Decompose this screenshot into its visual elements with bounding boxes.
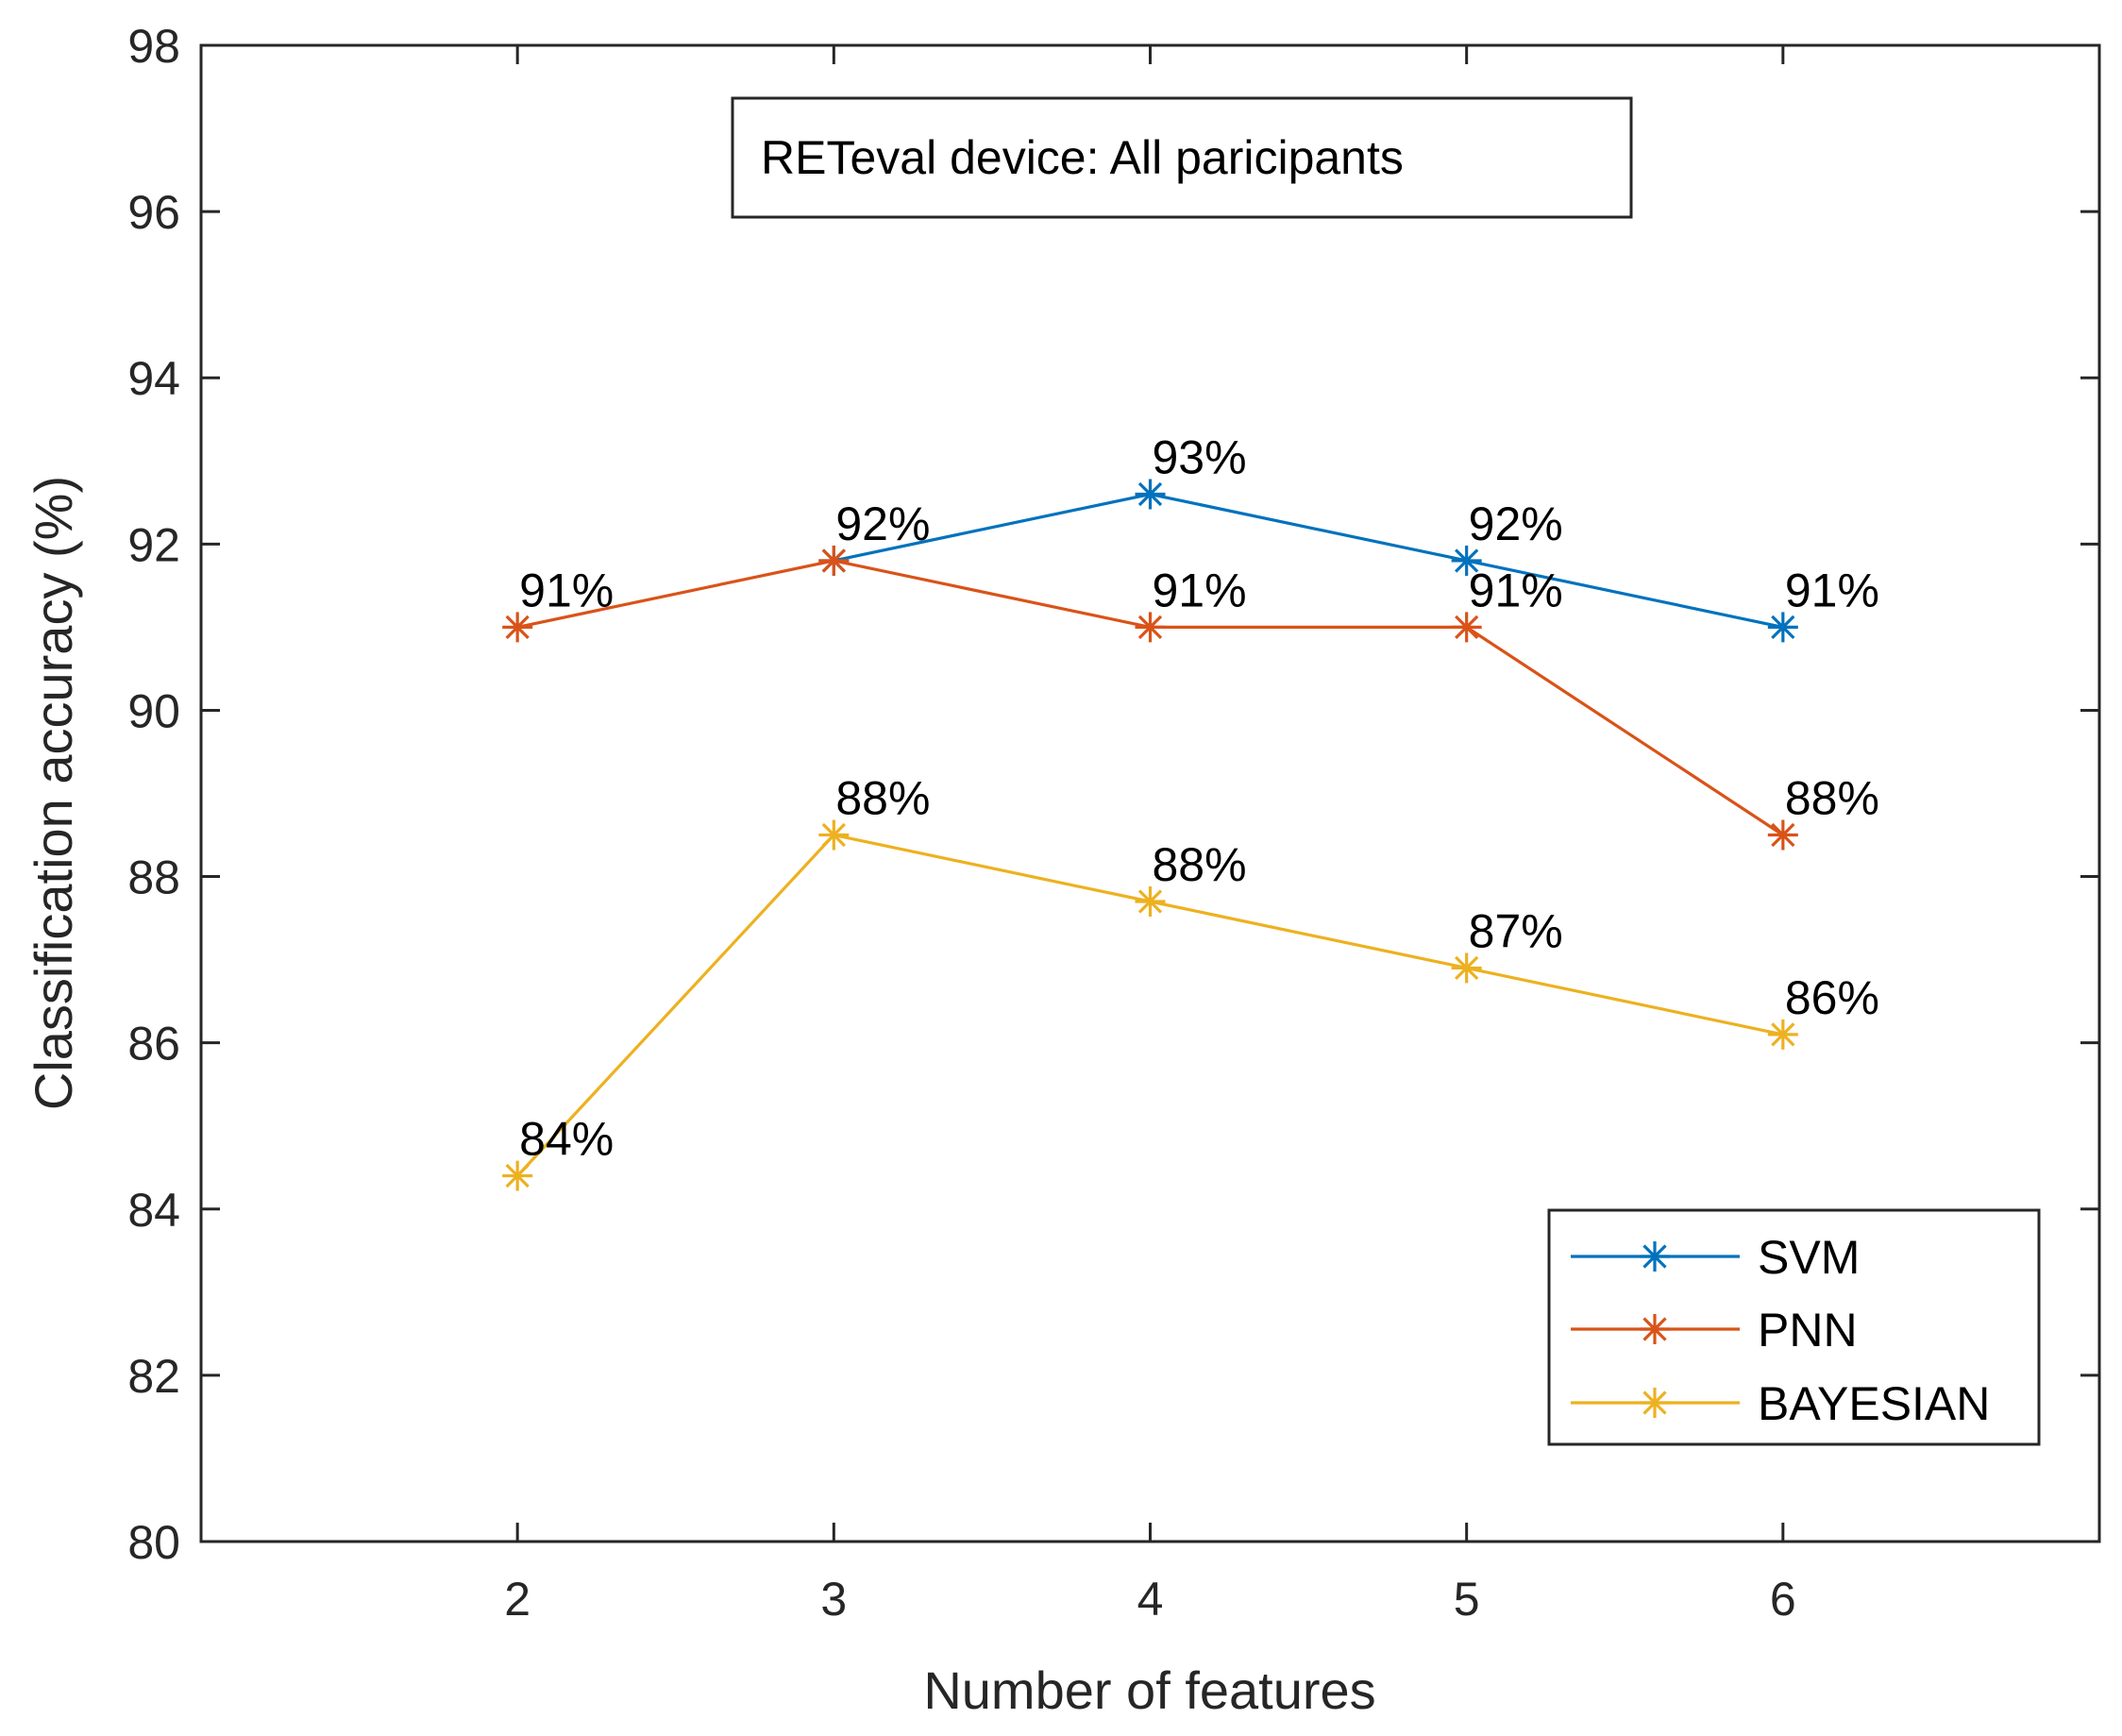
data-label-bayesian: 88% — [835, 772, 930, 825]
legend-marker-pnn — [1640, 1314, 1670, 1344]
data-point-pnn — [502, 612, 533, 643]
series-svm: 93% 92% 91% — [818, 431, 1879, 643]
data-label-pnn: 91% — [1469, 564, 1563, 616]
legend-label-pnn: PNN — [1758, 1304, 1858, 1357]
data-label-bayesian: 87% — [1469, 904, 1563, 957]
legend-entries: SVM PNN BAYESIAN — [1571, 1231, 1990, 1430]
data-point-bayesian — [1767, 1019, 1798, 1050]
series-line-pnn — [516, 559, 1784, 836]
x-tick-label: 4 — [1137, 1573, 1164, 1626]
chart-title-frame — [731, 96, 1633, 219]
y-tick-label: 88 — [127, 851, 180, 904]
data-point-svm — [1135, 479, 1166, 510]
x-tick-label: 3 — [820, 1573, 847, 1626]
y-tick-label: 86 — [127, 1018, 180, 1070]
series-bayesian: 84% 88% 88% 87% 86% — [502, 772, 1879, 1191]
data-point-bayesian — [1451, 952, 1482, 984]
data-label-bayesian: 86% — [1785, 971, 1879, 1024]
data-label-pnn: 91% — [1153, 564, 1247, 616]
y-tick-label: 90 — [127, 684, 180, 737]
data-point-pnn — [1767, 819, 1798, 851]
data-label-pnn: 92% — [835, 497, 930, 550]
data-point-pnn — [1451, 612, 1482, 643]
legend-label-bayesian: BAYESIAN — [1758, 1377, 1990, 1430]
data-label-svm: 92% — [1469, 497, 1563, 550]
y-tick-label: 96 — [127, 186, 180, 239]
legend-marker-bayesian — [1640, 1388, 1670, 1418]
x-tick-label: 6 — [1770, 1573, 1796, 1626]
y-tick-label: 98 — [127, 20, 180, 73]
data-label-svm: 93% — [1153, 431, 1247, 484]
chart-title-box: RETeval device: All paricipants — [731, 96, 1633, 219]
data-label-bayesian: 88% — [1153, 838, 1247, 891]
plot-area-frame — [199, 43, 2101, 1543]
data-point-pnn — [1135, 612, 1166, 643]
legend: SVM PNN BAYESIAN — [1547, 1208, 2041, 1446]
legend-item-bayesian: BAYESIAN — [1571, 1377, 1990, 1430]
y-tick-labels: 80 82 84 86 88 90 92 94 96 98 — [127, 20, 180, 1569]
data-point-pnn — [818, 545, 850, 576]
series-line-svm — [833, 492, 1784, 629]
data-label-bayesian: 84% — [519, 1113, 614, 1166]
data-label-svm: 91% — [1785, 564, 1879, 616]
x-tick-label: 5 — [1454, 1573, 1480, 1626]
y-tick-label: 80 — [127, 1516, 180, 1569]
legend-marker-svm — [1640, 1241, 1670, 1272]
series-line-bayesian — [516, 833, 1784, 1177]
legend-item-pnn: PNN — [1571, 1304, 1858, 1357]
x-axis-label: Number of features — [923, 1660, 1375, 1720]
y-tick-label: 94 — [127, 352, 180, 405]
axis-ticks — [201, 43, 2099, 1543]
data-point-bayesian — [502, 1160, 533, 1191]
y-axis-label: Classification accuracy (%) — [24, 476, 83, 1110]
data-label-pnn: 91% — [519, 564, 614, 616]
data-point-svm — [1767, 612, 1798, 643]
y-tick-label: 82 — [127, 1350, 180, 1403]
series-layer: 93% 92% 91% 91% 92% 91% 91% 88% 84% 88% 88% 87% 86% — [502, 431, 1879, 1191]
data-point-bayesian — [1135, 885, 1166, 917]
series-pnn: 91% 92% 91% 91% 88% — [502, 497, 1879, 851]
y-tick-label: 84 — [127, 1184, 180, 1237]
y-tick-label: 92 — [127, 518, 180, 571]
data-point-svm — [1451, 545, 1482, 576]
x-tick-labels: 2 3 4 5 6 — [504, 1573, 1795, 1626]
legend-item-svm: SVM — [1571, 1231, 1860, 1284]
legend-label-svm: SVM — [1758, 1231, 1860, 1284]
legend-frame — [1547, 1208, 2041, 1446]
chart-title: RETeval device: All paricipants — [761, 131, 1404, 184]
x-tick-label: 2 — [504, 1573, 530, 1626]
data-point-bayesian — [818, 819, 850, 851]
data-label-pnn: 88% — [1785, 772, 1879, 825]
